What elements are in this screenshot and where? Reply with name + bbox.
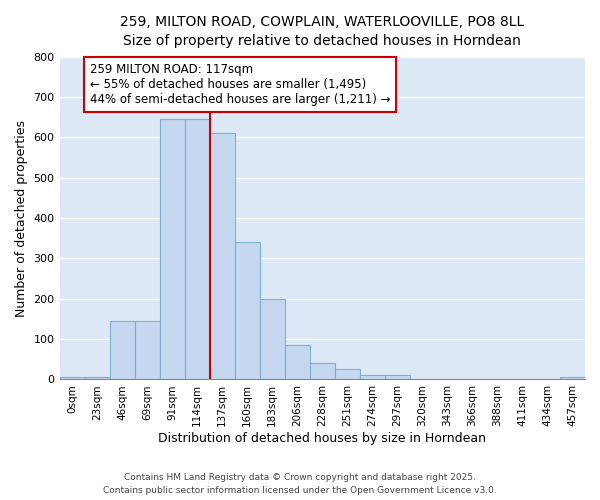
Bar bbox=[85, 378, 110, 380]
Y-axis label: Number of detached properties: Number of detached properties bbox=[15, 120, 28, 316]
Bar bbox=[560, 378, 585, 380]
Bar bbox=[310, 362, 335, 380]
Bar bbox=[285, 345, 310, 380]
Bar bbox=[59, 378, 85, 380]
Bar bbox=[134, 321, 160, 380]
Text: Contains HM Land Registry data © Crown copyright and database right 2025.
Contai: Contains HM Land Registry data © Crown c… bbox=[103, 474, 497, 495]
Bar bbox=[260, 298, 285, 380]
Title: 259, MILTON ROAD, COWPLAIN, WATERLOOVILLE, PO8 8LL
Size of property relative to : 259, MILTON ROAD, COWPLAIN, WATERLOOVILL… bbox=[120, 15, 524, 48]
Bar bbox=[160, 119, 185, 380]
Bar bbox=[185, 119, 209, 380]
X-axis label: Distribution of detached houses by size in Horndean: Distribution of detached houses by size … bbox=[158, 432, 486, 445]
Bar bbox=[235, 242, 260, 380]
Bar bbox=[110, 321, 134, 380]
Bar bbox=[335, 370, 360, 380]
Bar bbox=[360, 376, 385, 380]
Bar bbox=[385, 376, 410, 380]
Bar bbox=[209, 134, 235, 380]
Text: 259 MILTON ROAD: 117sqm
← 55% of detached houses are smaller (1,495)
44% of semi: 259 MILTON ROAD: 117sqm ← 55% of detache… bbox=[89, 62, 390, 106]
